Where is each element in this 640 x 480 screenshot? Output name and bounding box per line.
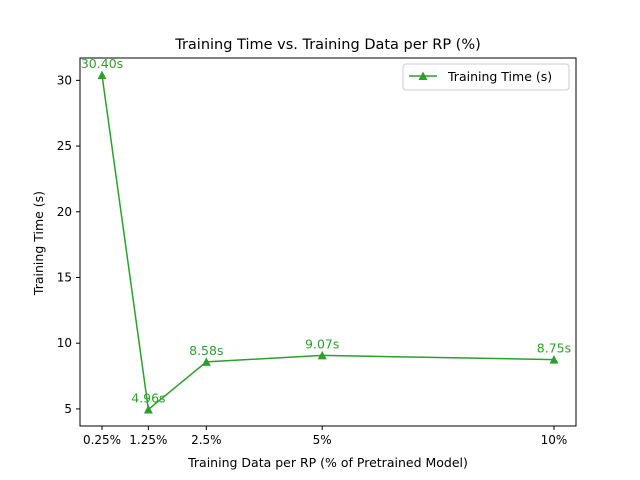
y-axis-label: Training Time (s) — [31, 191, 46, 296]
y-tick-label: 5 — [64, 402, 72, 416]
data-point-marker — [201, 357, 211, 366]
x-tick-label: 2.5% — [191, 433, 222, 447]
x-tick-label: 0.25% — [83, 433, 121, 447]
data-point-marker — [549, 355, 559, 364]
y-tick-label: 10 — [57, 336, 72, 350]
legend-box — [402, 63, 570, 91]
x-axis-label: Training Data per RP (% of Pretrained Mo… — [187, 455, 468, 470]
legend: Training Time (s) — [402, 63, 570, 91]
data-label: 4.96s — [131, 390, 165, 405]
y-tick-label: 20 — [57, 205, 72, 219]
x-tick-label: 1.25% — [129, 433, 167, 447]
y-tick-label: 30 — [57, 73, 72, 87]
y-tick-label: 15 — [57, 270, 72, 284]
data-label: 8.58s — [189, 343, 223, 358]
x-tick-label: 10% — [541, 433, 568, 447]
data-label: 8.75s — [537, 341, 571, 356]
legend-marker — [418, 71, 428, 80]
data-label: 30.40s — [81, 56, 123, 71]
legend-entry-label: Training Time (s) — [447, 69, 552, 84]
data-label: 9.07s — [305, 336, 339, 351]
data-point-marker — [143, 404, 153, 414]
plot-area: 0.25% 1.25% 2.5% 5% 10% 5 10 15 20 25 30 30.40s 4.96… — [57, 56, 577, 447]
y-tick-label: 25 — [57, 139, 72, 153]
data-point-marker — [317, 350, 327, 360]
data-point-marker — [97, 70, 107, 80]
plot-frame — [79, 57, 577, 427]
chart-title: Training Time vs. Training Data per RP (… — [174, 37, 481, 53]
x-tick-label: 5% — [313, 433, 332, 447]
